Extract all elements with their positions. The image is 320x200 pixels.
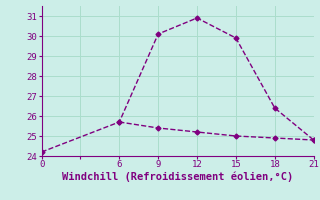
X-axis label: Windchill (Refroidissement éolien,°C): Windchill (Refroidissement éolien,°C) <box>62 172 293 182</box>
